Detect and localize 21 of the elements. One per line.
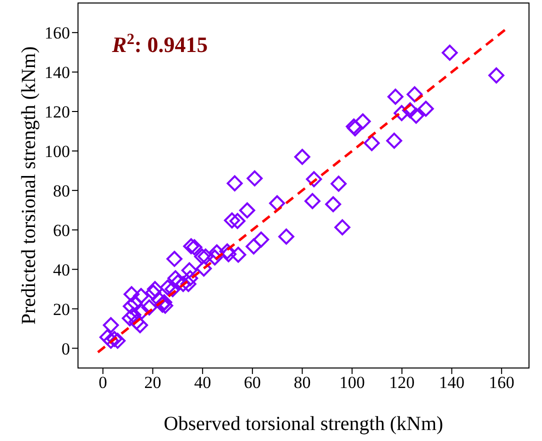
x-tick-label: 60 [244, 373, 261, 392]
y-tick-label: 0 [62, 339, 70, 358]
x-tick-label: 120 [389, 373, 415, 392]
y-tick-label: 100 [44, 142, 70, 162]
y-tick-label: 80 [53, 181, 70, 200]
x-tick-label: 160 [488, 373, 514, 392]
x-tick-label: 40 [194, 373, 212, 392]
x-tick-label: 100 [339, 373, 365, 392]
y-tick-label: 20 [53, 300, 70, 319]
x-tick-label: 20 [144, 373, 162, 392]
y-tick-label: 40 [53, 260, 70, 280]
y-tick-label: 60 [53, 220, 70, 240]
x-tick-label: 140 [439, 373, 465, 392]
y-tick-label: 120 [44, 102, 70, 122]
x-tick-label: 80 [294, 373, 311, 392]
x-tick-label: 0 [98, 373, 108, 392]
y-tick-label: 160 [44, 24, 70, 43]
y-tick-label: 140 [44, 63, 70, 82]
annotation: R$^{2}$: 0.9415 [111, 30, 208, 57]
y-axis-title: Predicted torsional strength (kNm) [18, 46, 40, 325]
x-axis-title: Observed torsional strength (kNm) [164, 413, 444, 435]
